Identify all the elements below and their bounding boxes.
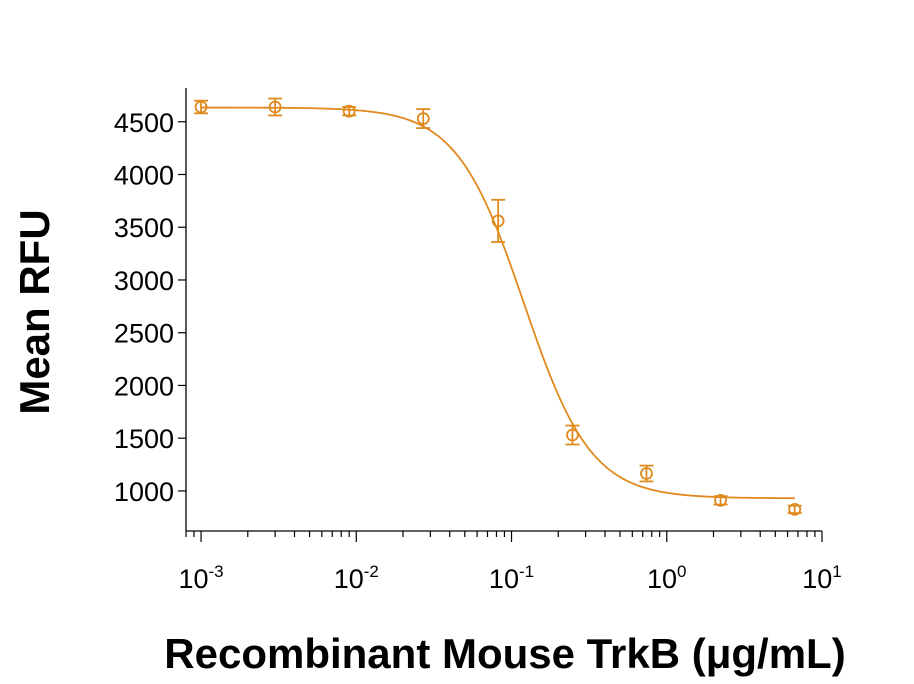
- point-marker: [788, 502, 802, 516]
- data-point: [194, 99, 209, 115]
- data-point: [787, 502, 802, 516]
- y-tick-label: 1000: [114, 477, 174, 507]
- axes: [185, 88, 822, 532]
- x-tick-base: 10: [802, 564, 832, 594]
- x-tick-exponent: -3: [209, 562, 224, 581]
- data-point: [268, 97, 283, 117]
- y-tick-label: 2500: [114, 319, 174, 349]
- x-tick-label: 100: [647, 562, 687, 594]
- x-tick-base: 10: [178, 564, 208, 594]
- x-tick-label: 101: [802, 562, 842, 594]
- x-tick-exponent: 0: [677, 562, 686, 581]
- fit-curve: [201, 106, 795, 500]
- data-point: [342, 104, 357, 118]
- x-ticks: 10-3 10-2 10-1 100 101: [178, 531, 842, 594]
- data-point: [713, 494, 728, 507]
- point-marker: [566, 428, 579, 442]
- point-marker: [491, 214, 505, 228]
- x-tick-base: 10: [489, 564, 519, 594]
- point-marker: [640, 467, 653, 480]
- point-marker: [714, 494, 727, 507]
- plot-area: [194, 97, 802, 516]
- y-tick-label: 2000: [114, 371, 174, 401]
- data-point: [416, 108, 431, 129]
- x-tick-label: 10-1: [489, 562, 534, 594]
- data-point: [491, 198, 506, 243]
- x-tick-exponent: -1: [519, 562, 534, 581]
- x-tick-label: 10-3: [178, 562, 223, 594]
- x-tick-base: 10: [334, 564, 364, 594]
- x-tick-label: 10-2: [334, 562, 379, 594]
- y-axis-title: Mean RFU: [11, 209, 58, 414]
- data-point: [565, 424, 580, 446]
- x-tick-exponent: 1: [832, 562, 841, 581]
- y-tick-label: 3500: [114, 213, 174, 243]
- point-marker: [268, 100, 282, 114]
- x-axis-title: Recombinant Mouse TrkB (μg/mL): [164, 630, 845, 677]
- x-tick-base: 10: [647, 564, 677, 594]
- point-marker: [194, 100, 208, 114]
- point-marker: [342, 104, 356, 118]
- y-ticks: 1000 1500 2000 2500 3000 3500 4000 4500: [114, 108, 186, 507]
- y-tick-label: 3000: [114, 266, 174, 296]
- point-marker: [416, 112, 430, 125]
- y-tick-label: 4000: [114, 160, 174, 190]
- data-points: [194, 97, 802, 516]
- x-tick-exponent: -2: [364, 562, 379, 581]
- y-tick-label: 4500: [114, 108, 174, 138]
- data-point: [639, 464, 654, 483]
- y-tick-label: 1500: [114, 424, 174, 454]
